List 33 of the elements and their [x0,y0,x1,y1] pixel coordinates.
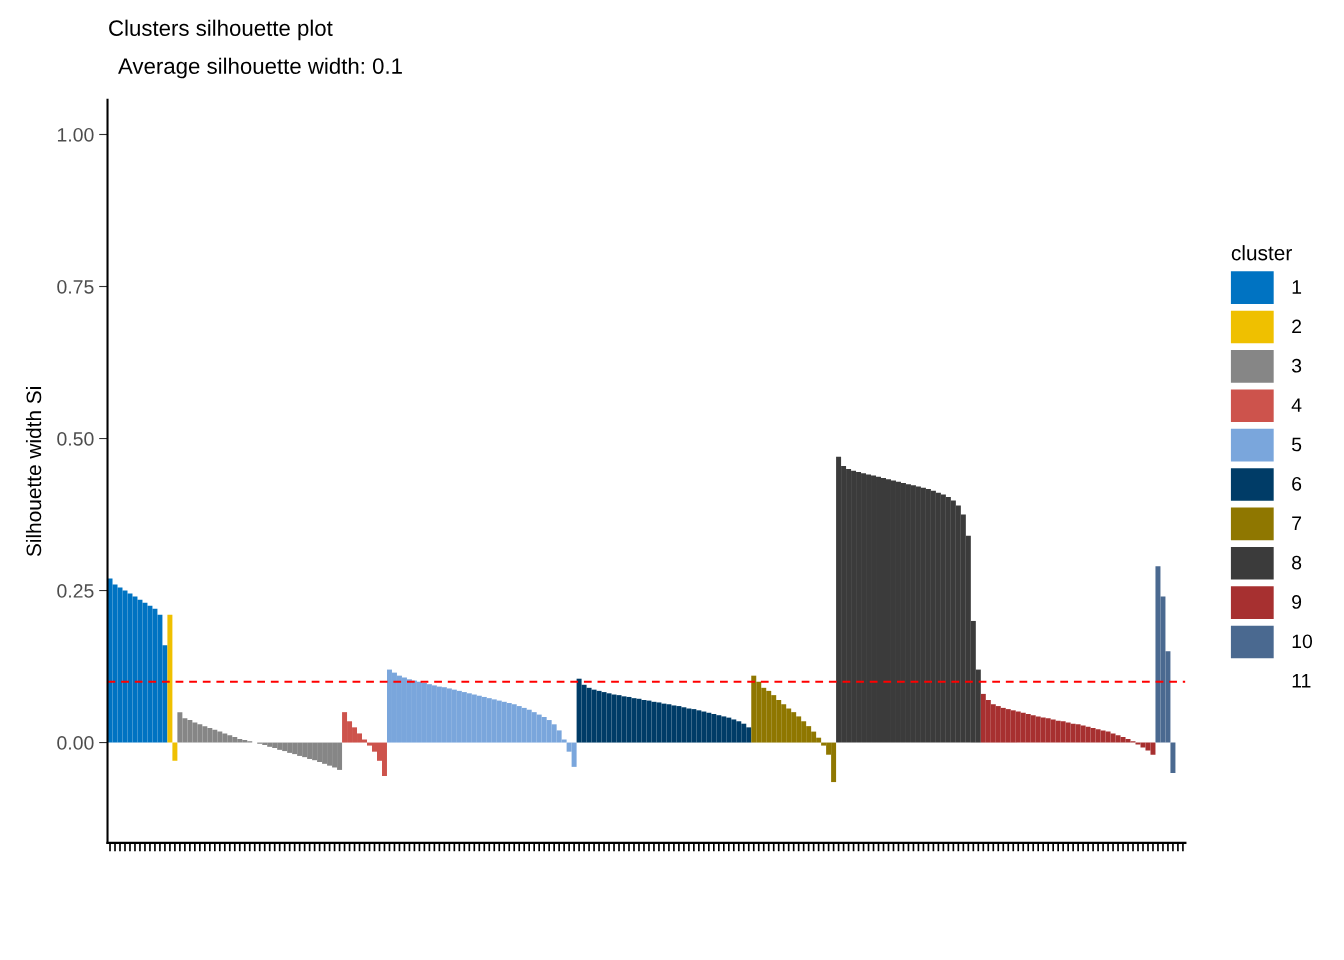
legend-label: 9 [1292,595,1302,609]
bar [621,696,627,743]
bar [1155,566,1161,743]
text: 11 [1292,674,1311,688]
chart-title: Clusters silhouette plot [109,19,333,41]
legend-label: 10 [1292,634,1313,649]
y-tick-label: 0.00 [57,736,94,750]
legend-label: 8 [1292,555,1302,570]
bar [571,742,577,767]
bar [167,614,173,743]
legend-label: 2 [1292,319,1302,334]
legend-label: 1 [1292,280,1302,294]
bar [751,675,757,743]
bar [342,712,348,743]
y-axis-title: Silhouette width Si [25,387,42,557]
bar [381,742,387,776]
legend-label: 6 [1292,476,1302,491]
bar [122,590,128,743]
bar [1170,742,1176,773]
legend-label: 7 [1292,516,1302,530]
legend-label: 4 [1291,398,1302,412]
bar [836,456,842,743]
legend-title: cluster [1231,245,1292,261]
bar [177,712,183,743]
y-tick-label: 0.50 [57,431,94,446]
bar [631,698,637,743]
y-tick-label: 0.25 [57,584,94,598]
y-tick-label: 1.00 [57,127,94,142]
legend-label: 3 [1291,358,1302,373]
bar [172,742,178,761]
legend-label: 5 [1291,437,1302,452]
chart-subtitle: Average silhouette width: 0.1 [118,57,402,79]
y-tick-label: 0.75 [57,279,94,294]
